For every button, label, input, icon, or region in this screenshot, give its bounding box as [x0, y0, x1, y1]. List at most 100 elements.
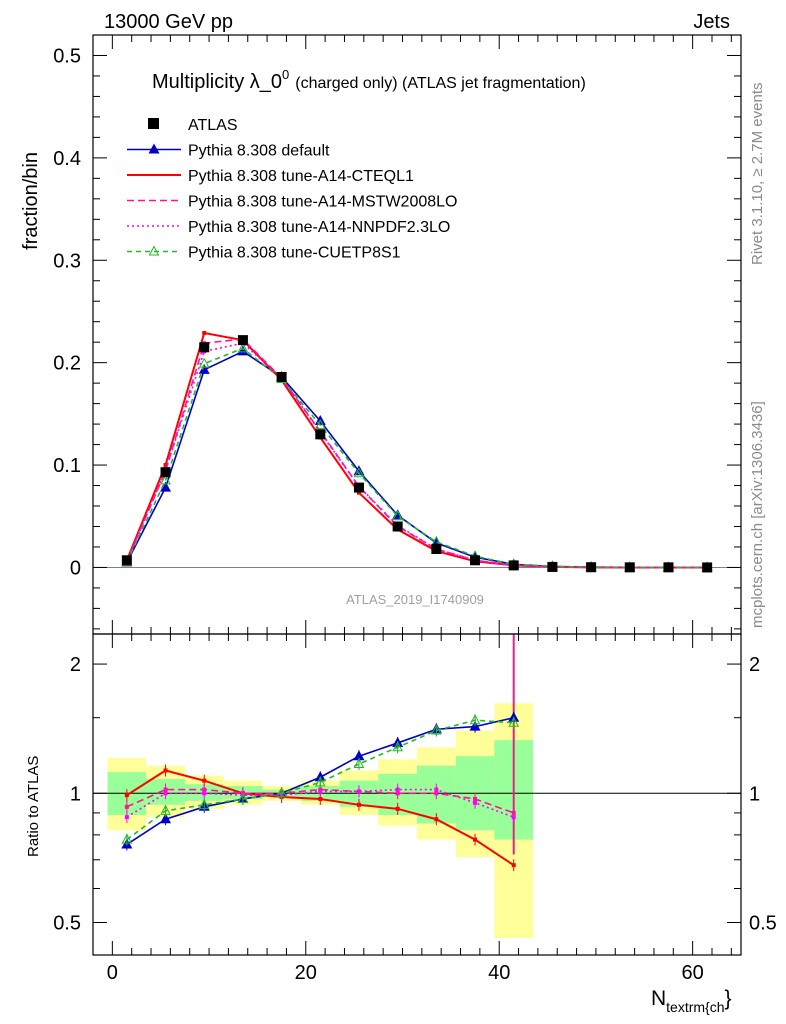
series-line	[125, 331, 708, 569]
ratio-point	[160, 813, 172, 824]
x-tick-label: 60	[682, 962, 704, 984]
ratio-y-tick-label: 0.5	[53, 912, 81, 934]
data-point	[431, 544, 442, 555]
ratio-y-tick-label: 1	[70, 783, 81, 805]
data-point	[198, 357, 210, 368]
series-line	[126, 342, 708, 569]
data-point	[353, 482, 364, 493]
data-point	[237, 342, 249, 353]
ratio-point	[353, 757, 365, 769]
title-main: Multiplicity λ_0	[152, 71, 282, 93]
energy-label: 13000 GeV pp	[104, 11, 233, 33]
legend-label: ATLAS	[188, 117, 238, 134]
ratio-point	[202, 791, 207, 796]
mcplots-site-text: mcplots.cern.ch [arXiv:1306.3436]	[749, 401, 766, 628]
ratio-point	[431, 724, 442, 735]
data-point	[121, 555, 132, 566]
legend: ATLAS Pythia 8.308 default Pythia 8.308 tu…	[127, 117, 457, 262]
y-tick-label: 0.2	[53, 353, 81, 375]
x-tick-label: 20	[295, 962, 317, 984]
y-tick-label: 0.1	[53, 455, 81, 477]
data-point	[392, 521, 403, 532]
ratio-point	[395, 787, 400, 792]
title-rest: (charged only) (ATLAS jet fragmentation)	[295, 75, 586, 92]
bottom-frame	[92, 633, 742, 956]
category-label: Jets	[693, 11, 730, 33]
y-tick-label: 0.3	[53, 250, 81, 272]
ratio-point	[356, 789, 361, 794]
ratio-point	[124, 804, 129, 809]
ratio-plot-panel: 0.5 0.51 12 20 20 40 60	[53, 633, 777, 984]
ratio-y-tick-label: 2	[70, 654, 81, 676]
watermark: ATLAS_2019_I1740909	[346, 592, 484, 607]
data-point	[160, 481, 172, 492]
data-point	[356, 490, 361, 495]
data-point	[237, 335, 248, 346]
legend-marker	[148, 118, 159, 129]
ratio-point	[318, 789, 323, 794]
data-point	[586, 562, 597, 573]
ratio-point	[318, 796, 323, 801]
ratio-point	[356, 802, 361, 807]
ratio-point	[392, 741, 403, 752]
ratio-point	[163, 791, 168, 796]
series-4	[124, 341, 710, 570]
ratio-point	[314, 771, 326, 782]
legend-entry: Pythia 8.308 default	[127, 143, 330, 160]
ratio-series-4	[121, 714, 520, 846]
data-point	[237, 345, 249, 356]
ratio-point	[121, 833, 133, 844]
ratio-line	[126, 719, 514, 841]
ratio-y-tick-label-right: 2	[749, 654, 760, 676]
ratio-point	[353, 750, 365, 761]
series-line	[126, 338, 708, 569]
y-tick-label: 0.4	[53, 148, 81, 170]
legend-entry: Pythia 8.308 tune-CUETP8S1	[127, 245, 401, 262]
legend-marker	[148, 143, 160, 154]
data-point	[508, 560, 519, 571]
y-axis-label-bottom: Ratio to ATLAS	[25, 756, 42, 857]
legend-label: Pythia 8.308 tune-A14-NNPDF2.3LO	[188, 219, 450, 236]
plot-title: Multiplicity λ_00 (charged only) (ATLAS j…	[152, 67, 586, 93]
data-point	[163, 463, 168, 468]
ratio-point	[508, 716, 520, 727]
ratio-line	[126, 788, 514, 814]
data-point	[663, 562, 674, 573]
data-point	[470, 555, 481, 566]
y-tick-label: 0.5	[53, 45, 81, 67]
ratio-point	[473, 837, 478, 842]
ratio-point	[473, 800, 478, 805]
x-axis-label: Ntextrm{ch}	[651, 987, 732, 1015]
ratio-point	[511, 863, 516, 868]
legend-entry: Pythia 8.308 tune-A14-NNPDF2.3LO	[127, 219, 450, 236]
ratio-point	[314, 776, 326, 787]
x-tick-label: 40	[488, 962, 510, 984]
x-tick-label: 0	[107, 962, 118, 984]
legend-label: Pythia 8.308 default	[188, 143, 330, 160]
ratio-y-tick-label-right: 1	[749, 783, 760, 805]
data-point	[199, 342, 210, 353]
x-axis-label-sub: textrm{ch	[666, 999, 724, 1015]
y-tick-label: 0	[70, 557, 81, 579]
data-point	[702, 562, 713, 573]
ratio-point	[434, 787, 439, 792]
series-3	[124, 337, 710, 570]
x-axis-label-main: N	[651, 987, 666, 1010]
data-point	[202, 330, 207, 335]
data-point	[160, 467, 171, 478]
x-axis-label-tail: }	[725, 987, 732, 1010]
series-line	[126, 347, 708, 569]
ratio-point	[160, 804, 171, 815]
ratio-point	[276, 787, 287, 798]
ratio-point	[395, 806, 400, 811]
ratio-y-tick-label-right: 0.5	[749, 912, 777, 934]
legend-marker	[148, 245, 160, 256]
rivet-version-text: Rivet 3.1.10, ≥ 2.7M events	[749, 83, 766, 266]
ratio-point	[434, 817, 439, 822]
ratio-point	[163, 768, 168, 773]
legend-label: Pythia 8.308 tune-CUETP8S1	[188, 245, 401, 262]
ratio-point	[469, 714, 481, 725]
data-point	[160, 474, 171, 485]
title-superscript: 0	[282, 67, 289, 82]
